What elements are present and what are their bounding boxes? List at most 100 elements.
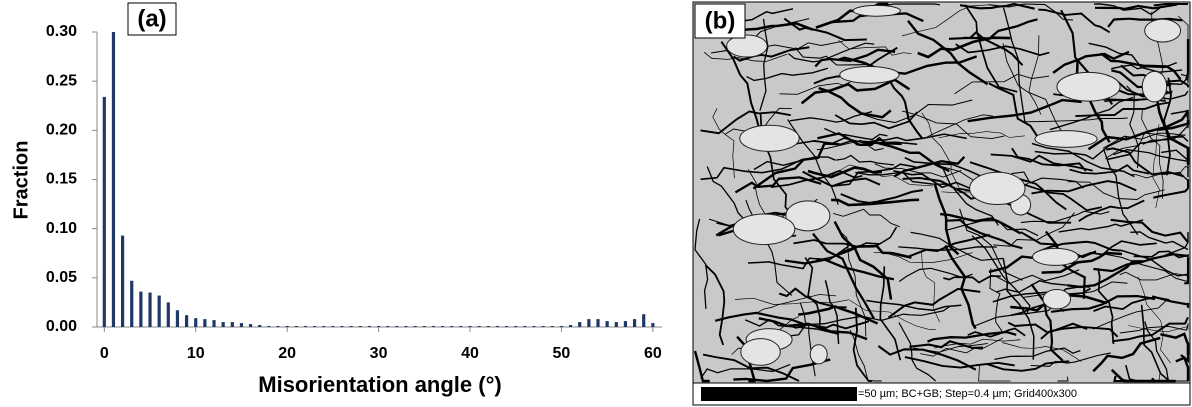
grain-boundary bbox=[917, 36, 1011, 59]
grain-boundary bbox=[1105, 132, 1186, 159]
grain-boundary bbox=[816, 139, 884, 151]
grain bbox=[1042, 288, 1072, 310]
bar bbox=[450, 326, 454, 327]
grain-boundary bbox=[1119, 323, 1189, 334]
bar bbox=[632, 319, 637, 327]
grain-boundary bbox=[833, 221, 893, 300]
bar bbox=[175, 310, 180, 327]
y-tick-label: 0.05 bbox=[46, 269, 77, 286]
grain-boundary bbox=[1119, 271, 1189, 283]
y-tick-label: 0.25 bbox=[46, 72, 77, 89]
bar bbox=[413, 326, 417, 327]
panel-label: (b) bbox=[705, 7, 736, 34]
grain-boundary bbox=[693, 350, 710, 383]
grain-boundary bbox=[1021, 117, 1128, 123]
grain-boundaries bbox=[693, 2, 1190, 383]
bar bbox=[578, 322, 582, 327]
bar bbox=[605, 321, 609, 327]
grain-boundary bbox=[1092, 336, 1161, 373]
bar bbox=[148, 292, 152, 327]
grain-boundary bbox=[927, 330, 1017, 343]
grain-boundary bbox=[778, 287, 847, 309]
bar bbox=[651, 323, 655, 327]
bar bbox=[194, 318, 198, 327]
grain-boundary bbox=[904, 356, 1015, 369]
grain-boundary bbox=[1113, 375, 1142, 383]
y-tick-label: 0.15 bbox=[46, 171, 77, 188]
grain-boundary bbox=[849, 299, 936, 330]
bar bbox=[294, 326, 298, 327]
bar bbox=[468, 326, 472, 327]
grain-boundary bbox=[1163, 77, 1172, 176]
bar bbox=[541, 326, 545, 327]
grain-boundary bbox=[1002, 342, 1082, 362]
y-tick-label: 0.20 bbox=[46, 122, 77, 139]
grain-boundary bbox=[804, 257, 821, 330]
grain-boundary bbox=[988, 3, 1074, 21]
bar bbox=[587, 319, 591, 327]
grain-boundary bbox=[1019, 182, 1103, 212]
bar bbox=[331, 326, 335, 327]
grain-boundary bbox=[898, 322, 936, 382]
grain-boundary bbox=[964, 4, 1018, 93]
grain-boundary bbox=[759, 18, 769, 111]
bar bbox=[157, 295, 161, 327]
grain-boundary bbox=[1052, 50, 1130, 74]
grain-boundary bbox=[694, 218, 709, 309]
grain-boundary bbox=[996, 280, 1090, 294]
x-tick-label: 50 bbox=[553, 345, 571, 362]
bar bbox=[120, 235, 125, 327]
grain-boundary bbox=[944, 245, 977, 330]
grain-boundary bbox=[1129, 165, 1189, 179]
grain-boundary bbox=[1161, 171, 1189, 189]
bar bbox=[102, 96, 106, 328]
grain-boundary bbox=[1140, 304, 1171, 382]
scale-bar bbox=[701, 387, 857, 401]
bar bbox=[340, 326, 344, 327]
grain-boundary bbox=[815, 2, 889, 29]
grain-boundary bbox=[993, 212, 1075, 247]
grain-boundary bbox=[700, 158, 803, 181]
grain-boundary bbox=[990, 153, 1093, 172]
grain bbox=[732, 213, 796, 246]
grain-boundary bbox=[1111, 316, 1189, 343]
panel-label-box bbox=[127, 2, 177, 36]
grain-boundary bbox=[758, 317, 868, 341]
grain-boundary bbox=[704, 264, 726, 346]
grain bbox=[809, 344, 828, 365]
grain-boundary bbox=[733, 358, 831, 383]
bar bbox=[239, 323, 244, 327]
grain bbox=[740, 338, 781, 366]
grain-boundary bbox=[745, 199, 793, 296]
grain-boundary bbox=[710, 18, 810, 54]
grain-boundary bbox=[1034, 136, 1128, 160]
grain-boundary bbox=[1130, 231, 1189, 251]
grain-boundary bbox=[753, 156, 836, 171]
grain-boundary bbox=[1177, 15, 1189, 84]
bar bbox=[312, 326, 317, 327]
grain-boundary bbox=[794, 47, 869, 66]
grain-boundary bbox=[959, 208, 1023, 281]
grain-boundary bbox=[1057, 376, 1069, 382]
grain-boundary bbox=[920, 337, 1004, 357]
y-axis-label: Fraction bbox=[10, 141, 32, 220]
grain-boundary bbox=[1002, 7, 1026, 124]
grain bbox=[1144, 18, 1182, 43]
grain-boundary bbox=[783, 17, 867, 42]
grain-boundary bbox=[1038, 8, 1111, 34]
grain-boundary bbox=[1141, 108, 1164, 199]
bar bbox=[404, 326, 408, 327]
grain-boundary bbox=[987, 360, 1070, 372]
grain-boundary bbox=[784, 258, 895, 281]
grain-boundary bbox=[969, 161, 1067, 211]
grain-boundary bbox=[733, 46, 810, 62]
grain bbox=[1141, 70, 1168, 103]
grain-boundary bbox=[933, 184, 960, 256]
bar bbox=[130, 280, 134, 327]
grain-boundary bbox=[700, 363, 791, 379]
grain-boundary bbox=[946, 219, 1039, 237]
grain-boundary bbox=[901, 110, 1005, 140]
grain-boundary bbox=[1030, 352, 1111, 367]
bar bbox=[285, 326, 289, 327]
